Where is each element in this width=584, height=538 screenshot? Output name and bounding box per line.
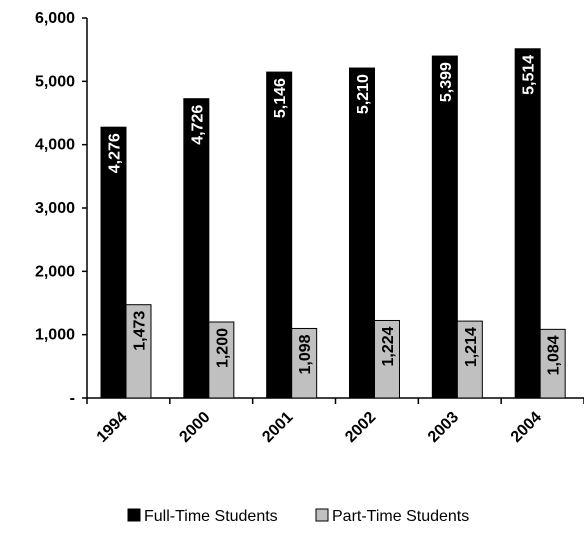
legend-label-part-time: Part-Time Students [332,508,469,525]
legend-swatch-full-time [127,508,141,522]
part-time-value-label: 1,200 [214,328,231,368]
y-tick-label: 1,000 [35,327,75,344]
x-tick-label: 2003 [425,409,462,446]
full-time-bar [183,98,210,399]
part-time-value-label: 1,473 [132,311,149,351]
full-time-value-label: 5,210 [355,74,372,114]
full-time-bar [100,126,127,399]
legend: Full-Time Students Part-Time Students [127,508,469,525]
x-tick-label: 2000 [176,409,213,446]
x-tick-label: 1994 [94,409,131,446]
full-time-value-label: 4,276 [107,133,124,173]
part-time-bar [456,320,483,399]
part-time-value-label: 1,084 [546,335,563,375]
y-tick-label: 4,000 [35,137,75,154]
part-time-value-label: 1,098 [297,334,314,374]
full-time-value-label: 5,399 [438,62,455,102]
full-time-value-label: 5,146 [272,78,289,118]
full-time-bar [266,71,293,399]
part-time-bar [125,304,152,399]
full-time-value-label: 4,726 [189,105,206,145]
data-labels: 4,276 4,726 5,146 5,210 5,399 5,514 1,473 1,200… [107,55,563,376]
x-tick-label: 2004 [508,409,545,446]
legend-label-full-time: Full-Time Students [144,508,278,525]
full-time-bar [349,67,375,399]
part-time-bar [208,321,235,399]
y-tick-label: 3,000 [35,200,75,217]
legend-swatch-part-time [315,508,329,522]
full-time-bar [431,55,458,399]
y-tick-label: 6,000 [35,10,75,27]
bars [100,48,566,399]
y-tick-label: 5,000 [35,73,75,90]
x-tick-label: 2002 [342,409,379,446]
part-time-value-label: 1,214 [463,327,480,367]
y-tick-label: 2,000 [35,263,75,280]
part-time-bar [539,328,566,399]
part-time-value-label: 1,224 [380,326,397,366]
part-time-bar [374,319,400,399]
full-time-bar [514,48,541,399]
part-time-bar [291,327,318,399]
y-tick-label: - [70,390,75,407]
axes: - 1,000 2,000 3,000 4,000 5,000 6,000 1994 2000 2… [35,10,584,446]
full-time-value-label: 5,514 [521,55,538,95]
x-tick-label: 2001 [259,409,296,446]
